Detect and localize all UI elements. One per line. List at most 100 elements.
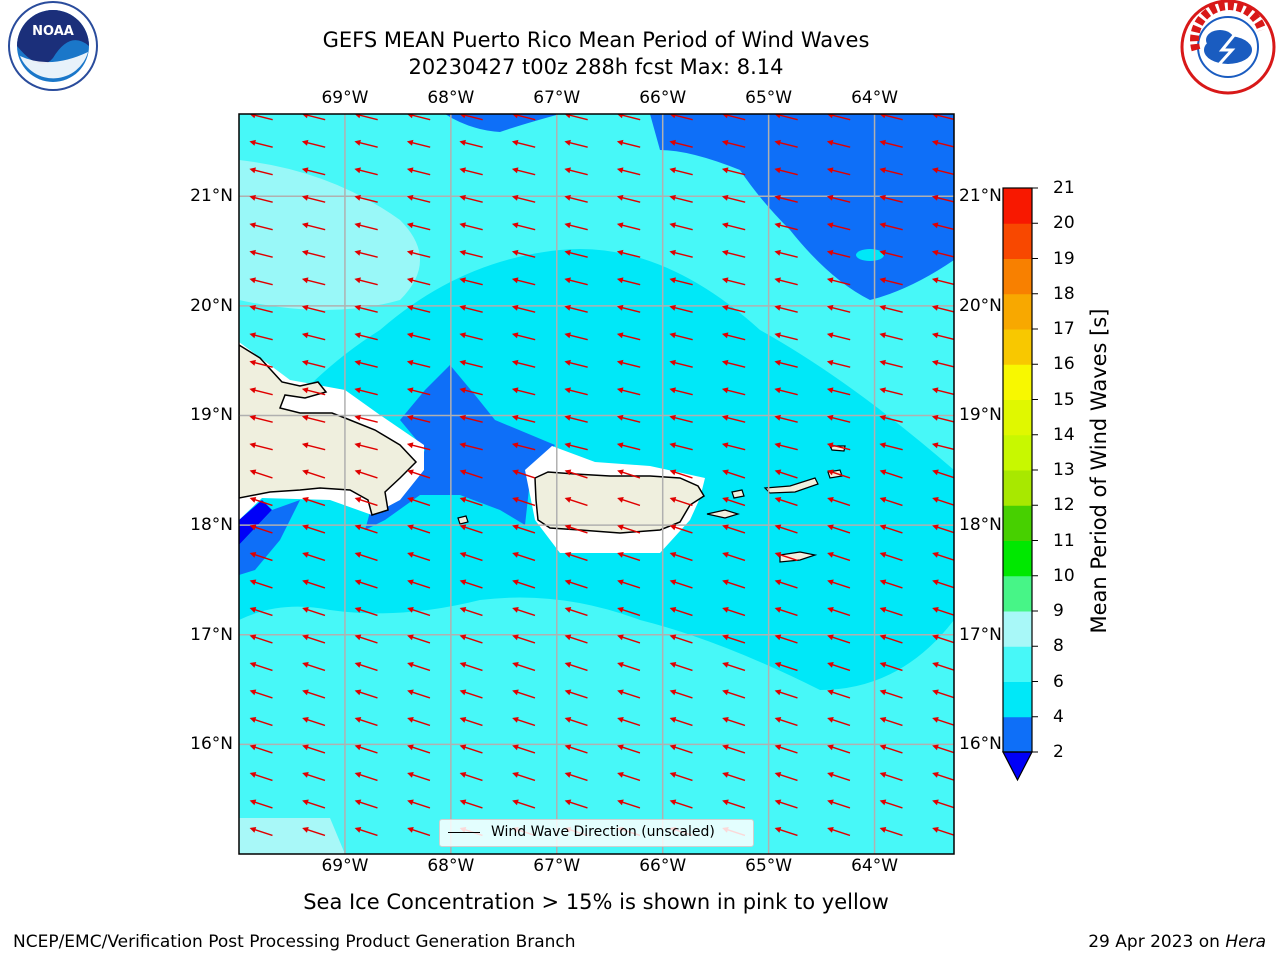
wave-direction-arrow [301,167,326,176]
wave-direction-arrow [669,114,693,121]
wave-direction-arrow [826,114,851,121]
wave-direction-arrow [932,826,954,837]
wave-direction-arrow [879,579,903,589]
wave-direction-arrow [617,469,641,479]
wave-direction-arrow [774,524,798,534]
wave-direction-arrow [249,442,273,451]
wind-wave-direction-arrows [249,114,954,837]
wave-direction-arrow [511,414,536,423]
wave-direction-arrow [774,249,798,258]
wave-direction-arrow [512,661,536,672]
wave-direction-arrow [669,387,693,396]
wave-direction-arrow [459,277,483,286]
wave-direction-arrow [249,249,273,258]
longitude-tick-label: 64°W [851,88,899,108]
footer-date-text: 29 Apr 2023 on [1088,932,1226,952]
wave-direction-arrow [774,744,798,754]
wave-direction-arrow [879,359,903,368]
wave-direction-arrow [511,167,536,176]
wave-direction-arrow [722,716,746,727]
wave-direction-arrow [302,689,326,699]
colorbar-segment [1003,293,1032,330]
wave-direction-arrow [459,469,483,479]
wave-direction-arrow [616,387,641,396]
wave-direction-arrow [459,689,483,699]
wave-direction-arrow [406,414,431,423]
longitude-tick-label: 66°W [639,856,687,876]
wave-direction-arrow [722,579,746,589]
wave-direction-arrow [302,744,326,754]
wave-direction-arrow [301,249,326,258]
wave-direction-arrow [774,139,798,148]
wave-direction-arrow [617,689,641,699]
wave-direction-arrow [512,606,536,617]
longitude-tick-label: 67°W [533,856,581,876]
wave-direction-arrow [354,606,378,617]
wave-direction-arrow [774,634,798,644]
wave-direction-arrow [617,716,641,727]
wave-direction-arrow [932,579,954,589]
wave-direction-arrow [564,194,588,203]
wave-direction-arrow [512,551,536,562]
wave-direction-arrow [407,661,431,672]
wave-direction-arrow [459,634,483,644]
wave-direction-arrow [564,414,588,423]
wave-direction-arrow [301,194,326,203]
wave-direction-arrow [354,304,378,313]
wave-direction-arrow [354,332,378,341]
wave-direction-arrow [459,799,483,809]
wave-direction-arrow [301,277,326,286]
wave-direction-arrow [459,744,483,754]
wave-direction-arrow [564,114,588,121]
wave-direction-arrow [249,716,273,727]
wave-direction-arrow [669,606,693,617]
wave-direction-arrow [617,634,641,644]
wave-direction-arrow [931,277,954,286]
wave-direction-arrow [826,359,851,368]
wave-direction-arrow [669,551,693,562]
wave-direction-arrow [459,442,483,451]
wave-direction-arrow [407,524,431,534]
colorbar-segment [1003,470,1032,506]
wave-direction-arrow [564,167,588,176]
map-legend: Wind Wave Direction (unscaled) [439,819,754,847]
wave-direction-arrow [564,661,588,672]
wave-direction-arrow [879,496,903,507]
wave-direction-arrow [564,332,588,341]
wave-direction-arrow [459,551,483,562]
wave-direction-arrow [774,799,798,809]
latitude-tick-label: 21°N [959,186,1002,207]
wave-direction-arrow [826,222,851,231]
wave-direction-arrow [407,496,431,507]
wave-direction-arrow [407,799,431,809]
wave-direction-arrow [616,359,641,368]
wave-direction-arrow [512,469,536,479]
wave-direction-arrow [459,716,483,727]
wave-direction-arrow [932,496,954,507]
wave-direction-arrow [879,744,903,754]
wave-direction-arrow [669,139,693,148]
colorbar-tick-label: 16 [1053,354,1075,375]
wave-direction-arrow [774,277,798,286]
wave-direction-arrow [774,716,798,727]
wave-direction-arrow [931,194,954,203]
wave-direction-arrow [722,661,746,672]
wave-direction-arrow [249,277,273,286]
colorbar-tick-label: 15 [1053,389,1075,410]
wave-direction-arrow [827,716,851,727]
wave-direction-arrow [512,689,536,699]
wave-direction-arrow [459,359,483,368]
wave-direction-arrow [879,661,903,672]
wave-direction-arrow [354,634,378,644]
wave-direction-arrow [406,304,431,313]
wave-direction-arrow [669,194,693,203]
footer-credit: NCEP/EMC/Verification Post Processing Pr… [13,932,576,952]
wave-direction-arrow [932,771,954,782]
wave-direction-arrow [301,359,326,368]
colorbar-segment [1003,540,1032,577]
wave-direction-arrow [459,414,483,423]
wave-direction-arrow [827,771,851,782]
wave-direction-arrow [406,249,431,258]
latitude-tick-label: 19°N [959,405,1002,426]
footer-date: 29 Apr 2023 on Hera [1088,932,1266,952]
